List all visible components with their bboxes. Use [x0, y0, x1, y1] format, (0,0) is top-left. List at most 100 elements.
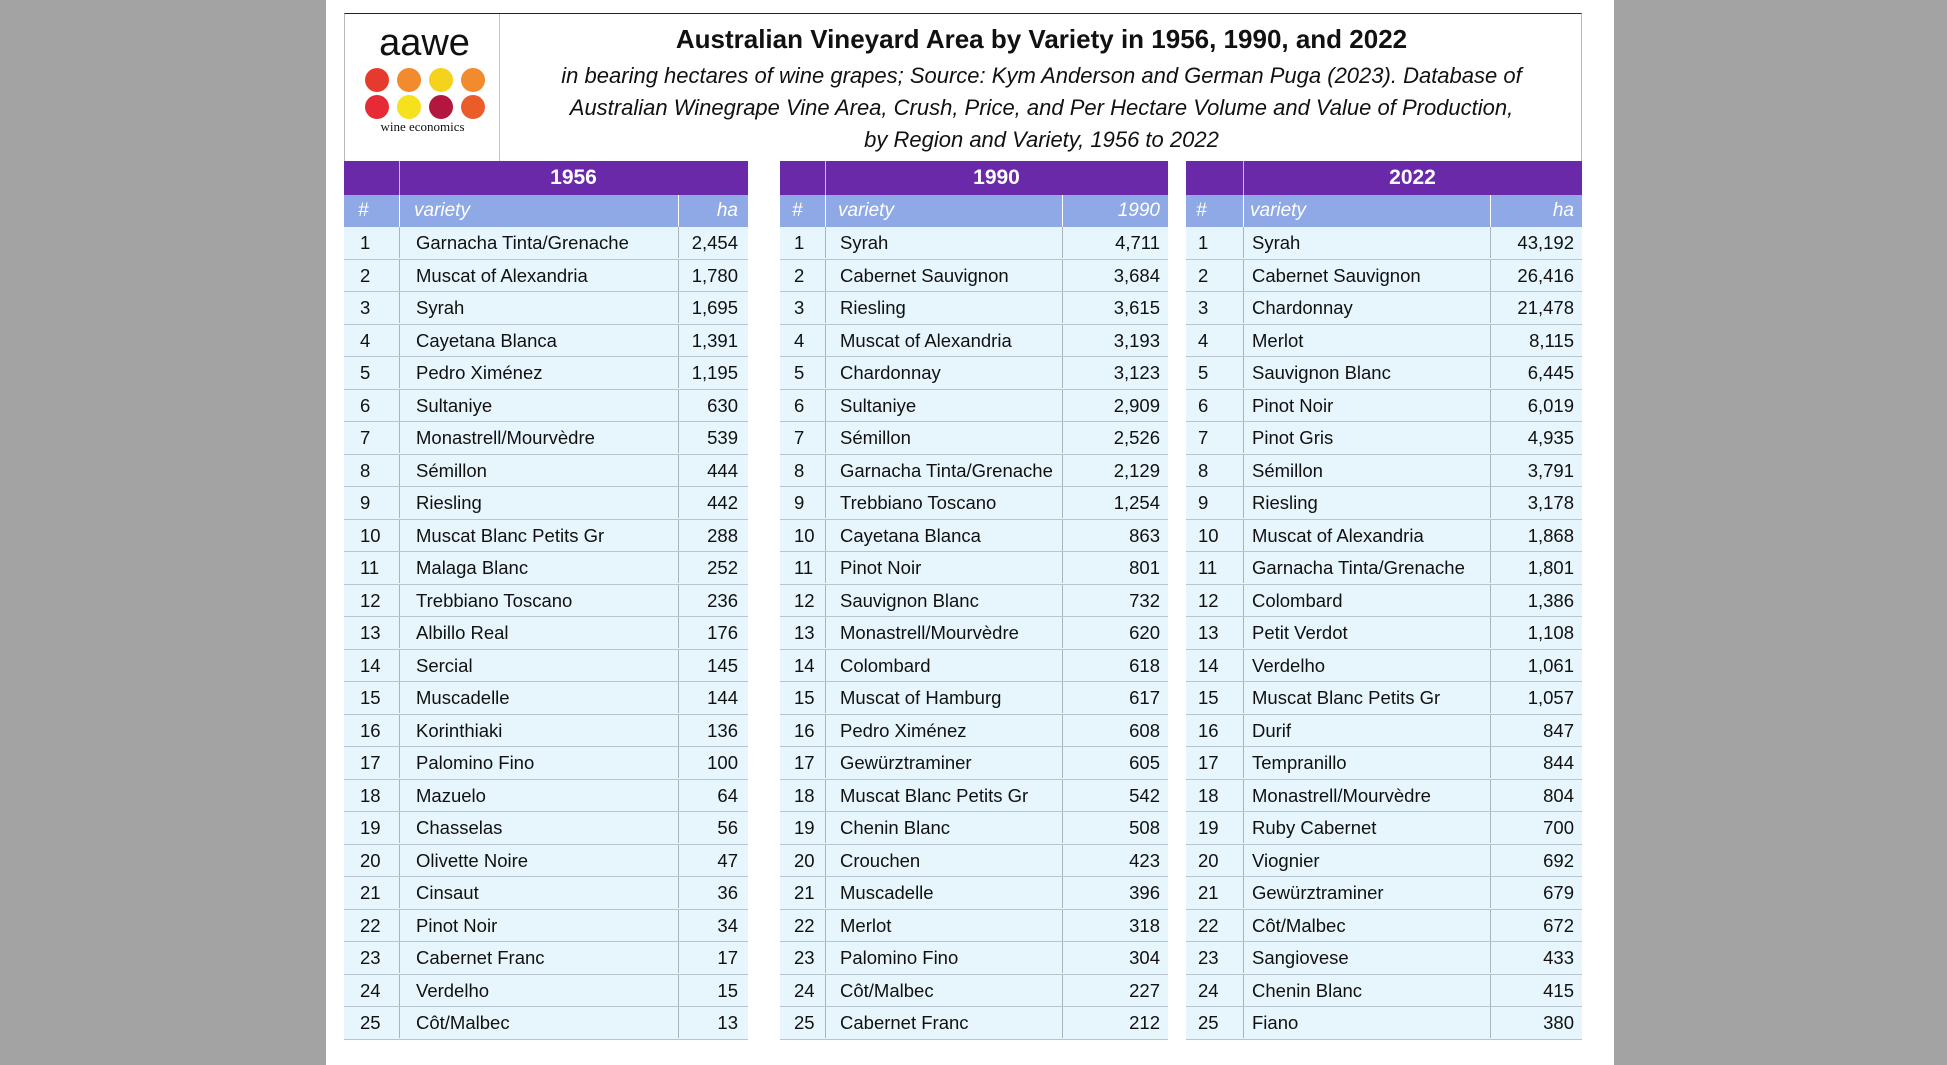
- table-row: 15 Muscadelle 144: [344, 682, 748, 715]
- column-divider: [1490, 877, 1491, 908]
- value-cell: 423: [1129, 849, 1160, 871]
- value-cell: 3,193: [1113, 329, 1160, 351]
- value-cell: 136: [707, 719, 738, 741]
- table-row: 17 Palomino Fino 100: [344, 747, 748, 780]
- table-row: 2 Cabernet Sauvignon 3,684: [780, 259, 1168, 292]
- value-cell: 144: [707, 687, 738, 708]
- rank-cell: 14: [794, 654, 815, 676]
- rank-cell: 18: [360, 784, 381, 806]
- value-cell: 1,868: [1527, 524, 1574, 546]
- column-divider: [825, 617, 826, 648]
- rank-cell: 23: [1198, 947, 1219, 968]
- table-row: 5 Chardonnay 3,123: [780, 357, 1168, 390]
- rank-cell: 20: [1198, 849, 1219, 871]
- variety-cell: Sémillon: [416, 459, 487, 481]
- logo-dot: [397, 95, 421, 119]
- rank-cell: 10: [360, 524, 381, 546]
- rank-cell: 9: [1198, 492, 1209, 513]
- value-cell: 56: [717, 817, 738, 838]
- column-divider: [399, 454, 400, 486]
- rank-cell: 22: [794, 914, 815, 936]
- variety-cell: Mazuelo: [416, 784, 486, 806]
- rank-cell: 2: [794, 264, 805, 286]
- column-divider: [399, 227, 400, 258]
- column-divider: [1490, 974, 1491, 1006]
- column-divider: [825, 259, 826, 291]
- variety-cell: Chenin Blanc: [840, 817, 951, 838]
- rank-cell: 20: [360, 849, 381, 871]
- value-cell: 433: [1543, 947, 1574, 968]
- column-divider: [1490, 519, 1491, 551]
- column-divider: [399, 519, 400, 551]
- column-divider: [1490, 487, 1491, 518]
- column-header-row: # variety 1990: [780, 195, 1168, 227]
- variety-cell: Muscat of Alexandria: [416, 264, 588, 286]
- table-row: 23 Palomino Fino 304: [780, 942, 1168, 975]
- variety-cell: Sultaniye: [840, 394, 917, 416]
- column-header-value: 1990: [1117, 200, 1160, 221]
- column-divider: [678, 649, 679, 681]
- column-divider: [1243, 292, 1244, 323]
- variety-cell: Côt/Malbec: [1252, 914, 1346, 936]
- column-divider: [1062, 909, 1063, 941]
- variety-cell: Chardonnay: [840, 362, 941, 383]
- column-divider: [1062, 779, 1063, 811]
- value-cell: 6,445: [1527, 362, 1574, 383]
- logo-dot: [461, 95, 485, 119]
- variety-cell: Syrah: [416, 297, 465, 318]
- rank-cell: 24: [794, 979, 815, 1001]
- value-cell: 4,711: [1115, 232, 1160, 253]
- rank-cell: 11: [360, 557, 380, 578]
- page-subtitle: in bearing hectares of wine grapes; Sour…: [515, 60, 1568, 156]
- table-header-box: aawe wine economics Australian Vineyard …: [344, 13, 1582, 161]
- variety-cell: Garnacha Tinta/Grenache: [1252, 557, 1465, 578]
- rank-cell: 15: [794, 687, 815, 708]
- rank-cell: 9: [794, 492, 805, 513]
- variety-cell: Colombard: [840, 654, 931, 676]
- rank-cell: 2: [1198, 264, 1209, 286]
- value-cell: 26,416: [1517, 264, 1574, 286]
- column-divider: [1062, 454, 1063, 486]
- table-row: 16 Durif 847: [1186, 714, 1582, 747]
- column-header-rank: #: [1196, 200, 1207, 221]
- table-row: 3 Syrah 1,695: [344, 292, 748, 325]
- variety-cell: Albillo Real: [416, 622, 509, 643]
- variety-cell: Cabernet Sauvignon: [1252, 264, 1421, 286]
- variety-cell: Cayetana Blanca: [416, 329, 557, 351]
- column-divider: [1490, 422, 1491, 453]
- value-cell: 3,615: [1113, 297, 1160, 318]
- column-divider: [399, 877, 400, 908]
- column-divider: [678, 195, 679, 227]
- column-divider: [1490, 844, 1491, 876]
- column-divider: [825, 422, 826, 453]
- variety-cell: Riesling: [840, 297, 906, 318]
- column-divider: [399, 844, 400, 876]
- column-divider: [825, 974, 826, 1006]
- variety-cell: Pedro Ximénez: [840, 719, 967, 741]
- variety-cell: Tempranillo: [1252, 752, 1347, 773]
- table-row: 23 Cabernet Franc 17: [344, 942, 748, 975]
- column-divider: [678, 812, 679, 843]
- column-divider: [1062, 422, 1063, 453]
- column-divider: [678, 974, 679, 1006]
- rank-cell: 17: [794, 752, 815, 773]
- table-row: 24 Verdelho 15: [344, 974, 748, 1007]
- column-divider: [1490, 714, 1491, 746]
- table-row: 25 Fiano 380: [1186, 1007, 1582, 1040]
- variety-cell: Palomino Fino: [840, 947, 959, 968]
- table-row: 6 Sultaniye 2,909: [780, 389, 1168, 422]
- column-divider: [678, 714, 679, 746]
- value-cell: 380: [1543, 1012, 1574, 1033]
- variety-cell: Pedro Ximénez: [416, 362, 543, 383]
- rank-cell: 19: [794, 817, 815, 838]
- table-row: 20 Viognier 692: [1186, 844, 1582, 877]
- value-cell: 700: [1543, 817, 1574, 838]
- value-cell: 608: [1129, 719, 1160, 741]
- column-divider: [825, 389, 826, 421]
- table-row: 7 Sémillon 2,526: [780, 422, 1168, 455]
- variety-cell: Fiano: [1252, 1012, 1299, 1033]
- column-divider: [1062, 1007, 1063, 1038]
- column-divider: [399, 974, 400, 1006]
- rank-cell: 2: [360, 264, 371, 286]
- rank-cell: 25: [794, 1012, 815, 1033]
